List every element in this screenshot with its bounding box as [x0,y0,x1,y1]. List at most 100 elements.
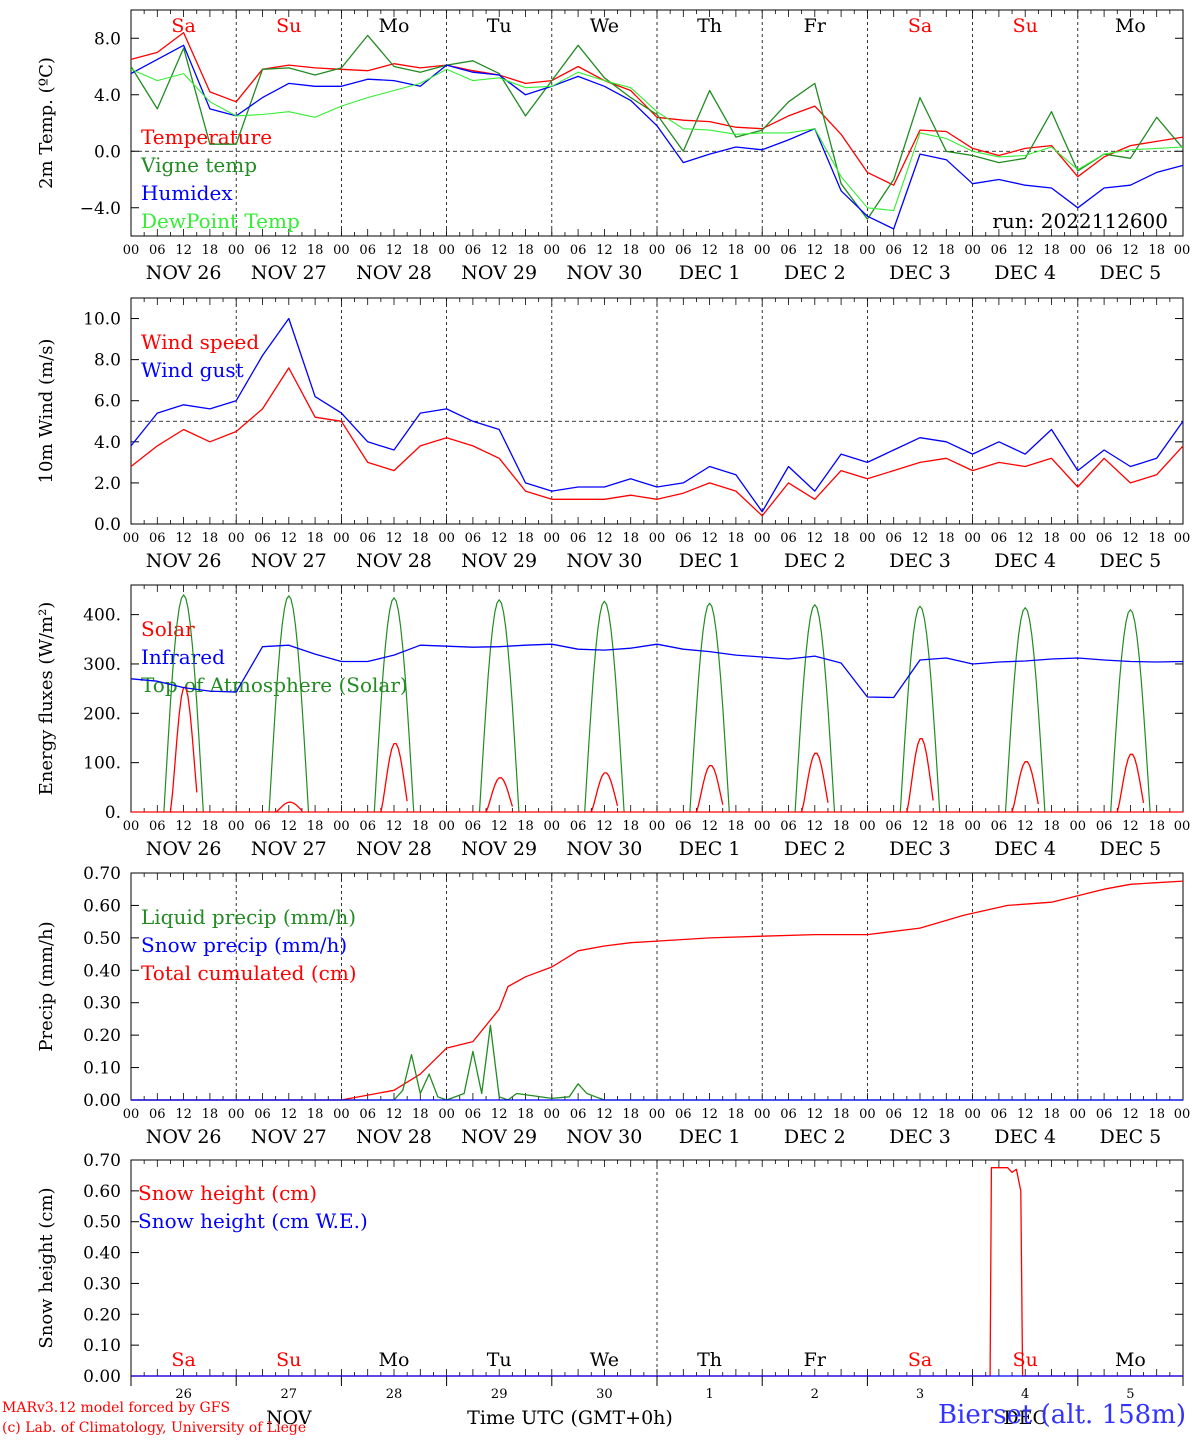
hour-tick-label: 18 [517,1107,534,1122]
hour-tick-label: 00 [438,1107,455,1122]
hour-tick-label: 06 [465,243,482,258]
y-tick-label: 0.20 [83,1026,121,1046]
hour-tick-label: 00 [754,819,771,834]
date-label: DEC 1 [679,838,741,860]
date-label: DEC 1 [679,262,741,284]
date-label: DEC 5 [1100,262,1162,284]
hour-tick-label: 12 [912,1107,929,1122]
hour-tick-label: 18 [1148,819,1165,834]
hour-tick-label: 06 [465,819,482,834]
hour-tick-label: 18 [1043,819,1060,834]
date-label: DEC 3 [889,838,951,860]
day-number: 26 [175,1387,192,1402]
hour-tick-label: 00 [544,819,561,834]
hour-tick-label: 06 [359,243,376,258]
hour-tick-label: 12 [596,531,613,546]
hour-tick-label: 06 [885,243,902,258]
infrared-line [130,643,1184,699]
hour-tick-label: 12 [386,531,403,546]
series-line [130,68,1184,212]
hour-tick-label: 18 [307,531,324,546]
day-name: Sa [908,15,932,37]
credit-model: MARv3.12 model forced by GFS [2,1400,231,1416]
hour-tick-label: 18 [202,1107,219,1122]
date-label: NOV 27 [251,550,327,572]
y-axis-title: Precip (mm/h) [36,921,57,1051]
y-tick-label: 0.40 [83,1244,121,1264]
hour-tick-label: 12 [175,1107,192,1122]
hour-tick-label: 00 [123,531,140,546]
y-tick-label: 8.0 [94,29,121,49]
date-label: DEC 1 [679,1126,741,1148]
series-line [130,317,1184,513]
hour-tick-label: 00 [333,531,350,546]
date-label: NOV 29 [461,1126,537,1148]
legend-entry: Liquid precip (mm/h) [141,905,356,929]
y-tick-label: 0.0 [94,515,121,535]
day-number: 2 [811,1387,819,1402]
day-number: 1 [705,1387,713,1402]
hour-tick-label: 06 [780,531,797,546]
hour-tick-label: 00 [649,243,666,258]
month-dec: DEC [1003,1407,1047,1429]
toa-solar-line [794,604,836,813]
legend-entry: DewPoint Temp [141,209,300,233]
hour-tick-label: 00 [123,819,140,834]
y-tick-label: 6.0 [94,392,121,412]
run-label: run: 2022112600 [992,209,1168,233]
series-line [131,880,1184,1101]
hour-tick-label: 12 [1122,819,1139,834]
solar-line [800,752,829,813]
y-tick-label: 4.0 [94,86,121,106]
toa-solar-line [1004,607,1046,813]
date-label: NOV 26 [146,550,222,572]
hour-tick-label: 06 [254,1107,271,1122]
legend-entry: Top of Atmosphere (Solar) [141,673,408,697]
date-label: DEC 1 [679,550,741,572]
hour-tick-label: 18 [728,1107,745,1122]
station-name: Bierset (alt. 158m) [937,1400,1186,1430]
hour-tick-label: 12 [912,819,929,834]
panel-1 [130,9,1184,237]
hour-tick-label: 00 [754,531,771,546]
hour-tick-label: 00 [1174,819,1191,834]
hour-tick-label: 00 [964,531,981,546]
hour-tick-label: 12 [491,243,508,258]
y-tick-label: 0.30 [83,1274,121,1294]
hour-tick-label: 06 [1096,243,1113,258]
day-number: 30 [596,1387,613,1402]
y-tick-label: 2.0 [94,474,121,494]
hour-tick-label: 18 [938,531,955,546]
hour-tick-label: 06 [465,1107,482,1122]
y-tick-label: 0.50 [83,929,121,949]
hour-tick-label: 18 [1148,1107,1165,1122]
date-label: DEC 2 [784,1126,846,1148]
hour-tick-label: 06 [570,531,587,546]
hour-tick-label: 00 [859,1107,876,1122]
y-tick-label: 10.0 [83,310,121,330]
day-name: We [590,15,619,37]
hour-tick-label: 18 [833,1107,850,1122]
hour-tick-label: 12 [281,1107,298,1122]
hour-tick-label: 00 [333,1107,350,1122]
y-axis-title: 10m Wind (m/s) [36,339,57,484]
hour-tick-label: 12 [596,819,613,834]
hour-tick-label: 18 [1043,1107,1060,1122]
date-label: NOV 27 [251,262,327,284]
legend-entry: Total cumulated (cm) [141,961,357,985]
hour-tick-label: 12 [701,531,718,546]
solar-line [695,764,724,813]
hour-tick-label: 18 [412,1107,429,1122]
day-name: Tu [487,1349,512,1371]
hour-tick-label: 06 [885,1107,902,1122]
day-number: 3 [916,1387,924,1402]
legend-entry: Humidex [141,181,233,205]
day-name: Su [276,15,301,37]
y-tick-label: 100. [83,754,121,774]
hour-tick-label: 12 [1017,819,1034,834]
hour-tick-label: 12 [912,531,929,546]
hour-tick-label: 12 [491,819,508,834]
solar-line [1011,761,1039,813]
month-nov: NOV [266,1407,312,1429]
hour-tick-label: 12 [596,1107,613,1122]
